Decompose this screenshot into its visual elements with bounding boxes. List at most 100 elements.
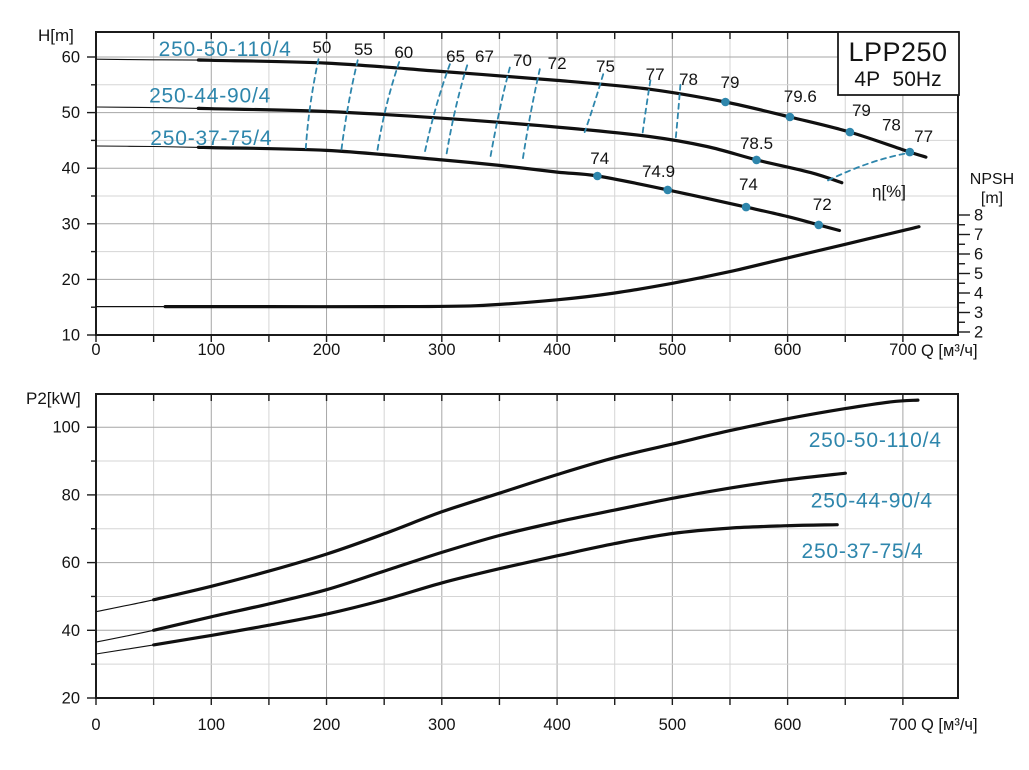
efficiency-label: 65 xyxy=(446,47,465,66)
npsh-tick-label: 3 xyxy=(974,304,983,322)
plot-border xyxy=(95,31,959,336)
npsh-tick-label: 7 xyxy=(974,226,983,244)
p2-axis-title: P2[kW] xyxy=(26,389,81,408)
npsh-curve xyxy=(163,225,921,309)
efficiency-contour-78 xyxy=(674,83,682,139)
efficiency-contour-60 xyxy=(376,61,401,152)
y-tick-label: 20 xyxy=(62,271,80,289)
efficiency-point xyxy=(752,155,761,165)
efficiency-point xyxy=(741,202,751,212)
h-axis-title: H[m] xyxy=(38,26,74,45)
y-tick-label: 40 xyxy=(62,160,80,178)
efficiency-contour-75 xyxy=(583,73,605,133)
y-tick-label: 20 xyxy=(62,690,80,708)
x-tick-label: 100 xyxy=(198,341,226,359)
curve-250-50-110-4 xyxy=(152,398,920,602)
y-tick-label: 40 xyxy=(62,622,80,640)
npsh-axis-title: NPSH xyxy=(970,171,1014,188)
efficiency-contour-50 xyxy=(304,58,320,150)
npsh-tick-label: 2 xyxy=(974,324,983,342)
x-tick-label: 0 xyxy=(91,341,100,359)
curve-250-37-75-4 xyxy=(196,145,842,233)
y-tick-label: 60 xyxy=(62,49,80,67)
efficiency-contour-65 xyxy=(423,63,451,155)
y-tick-label: 80 xyxy=(62,486,80,504)
efficiency-label: 75 xyxy=(596,57,615,76)
efficiency-contour-70 xyxy=(489,66,511,160)
model-label: 250-37-75/4 xyxy=(801,540,923,563)
y-tick-label: 10 xyxy=(62,327,80,345)
x-tick-label: 600 xyxy=(774,341,802,359)
efficiency-point xyxy=(785,112,795,122)
y-tick-label: 50 xyxy=(62,104,80,122)
model-label: 250-44-90/4 xyxy=(811,490,933,513)
y-tick-label: 100 xyxy=(52,419,80,437)
x-tick-label: 700 xyxy=(889,341,917,359)
efficiency-label: 78.5 xyxy=(740,134,773,153)
plot-border xyxy=(95,393,959,699)
efficiency-label: 77 xyxy=(646,65,665,84)
x-tick-label: 300 xyxy=(428,341,456,359)
curve-thin-250-37-75-4 xyxy=(95,145,840,232)
x-tick-label: 200 xyxy=(313,341,341,359)
efficiency-contour-55 xyxy=(340,59,359,151)
efficiency-label: 74 xyxy=(739,175,758,194)
x-tick-label: 400 xyxy=(543,716,571,734)
efficiency-label: 72 xyxy=(548,54,567,73)
model-label: 250-44-90/4 xyxy=(149,84,271,107)
curve-250-44-90-4 xyxy=(152,471,847,632)
head-chart-layer: 0 100 200 300 400 500 600 700102030405060234567… xyxy=(62,31,983,359)
efficiency-label: 70 xyxy=(513,51,532,70)
x-tick-label: 300 xyxy=(428,716,456,734)
npsh-axis-unit: [m] xyxy=(981,190,1003,207)
efficiency-point xyxy=(593,171,602,181)
efficiency-contour-77 xyxy=(827,152,909,182)
efficiency-label: 74.9 xyxy=(642,162,675,181)
efficiency-label: 78 xyxy=(882,115,901,134)
npsh-tick-label: 6 xyxy=(974,246,983,264)
npsh-tick-label: 4 xyxy=(974,285,983,303)
curve-250-44-90-4 xyxy=(196,106,844,185)
efficiency-contour-67 xyxy=(445,64,469,156)
efficiency-point xyxy=(845,127,855,137)
y-tick-label: 30 xyxy=(62,215,80,233)
efficiency-label: 60 xyxy=(394,43,413,62)
curve-250-50-110-4 xyxy=(196,58,928,159)
npsh-tick-label: 5 xyxy=(974,265,983,283)
q-axis-title-top: Q [м³/ч] xyxy=(921,342,978,360)
model-label: 250-37-75/4 xyxy=(150,127,272,150)
efficiency-point xyxy=(905,147,915,157)
npsh-curve-thin xyxy=(96,226,920,308)
efficiency-label: 55 xyxy=(354,40,373,59)
efficiency-label: 50 xyxy=(312,38,331,57)
x-tick-label: 200 xyxy=(313,716,341,734)
x-tick-label: 400 xyxy=(543,341,571,359)
x-tick-label: 500 xyxy=(659,341,687,359)
efficiency-label: 79.6 xyxy=(784,87,817,106)
efficiency-label: 79 xyxy=(721,73,740,92)
x-tick-label: 500 xyxy=(659,716,687,734)
model-label: 250-50-110/4 xyxy=(159,38,292,61)
type-badge-box xyxy=(837,31,960,96)
x-tick-label: 600 xyxy=(774,716,802,734)
curve-thin-250-50-110-4 xyxy=(95,399,918,613)
efficiency-point xyxy=(663,185,672,195)
efficiency-label: 78 xyxy=(679,70,698,89)
efficiency-contour-77 xyxy=(641,79,652,136)
efficiency-axis-label: η[%] xyxy=(872,182,906,201)
efficiency-label: 67 xyxy=(475,47,494,66)
efficiency-label: 72 xyxy=(813,195,832,214)
type-badge-title: LPP250 xyxy=(848,37,947,67)
x-tick-label: 700 xyxy=(889,716,917,734)
efficiency-label: 79 xyxy=(852,101,871,120)
q-axis-title-bottom: Q [м³/ч] xyxy=(921,716,978,734)
static-labels-layer: H[m] Q [м³/ч] NPSH [m] η[%] LPP250 4P 50… xyxy=(26,26,1014,734)
curve-250-37-75-4 xyxy=(152,523,839,647)
efficiency-label: 77 xyxy=(914,127,933,146)
x-tick-label: 100 xyxy=(198,716,226,734)
x-tick-label: 0 xyxy=(91,716,100,734)
model-label: 250-50-110/4 xyxy=(809,429,942,452)
efficiency-contour-72 xyxy=(521,68,541,162)
